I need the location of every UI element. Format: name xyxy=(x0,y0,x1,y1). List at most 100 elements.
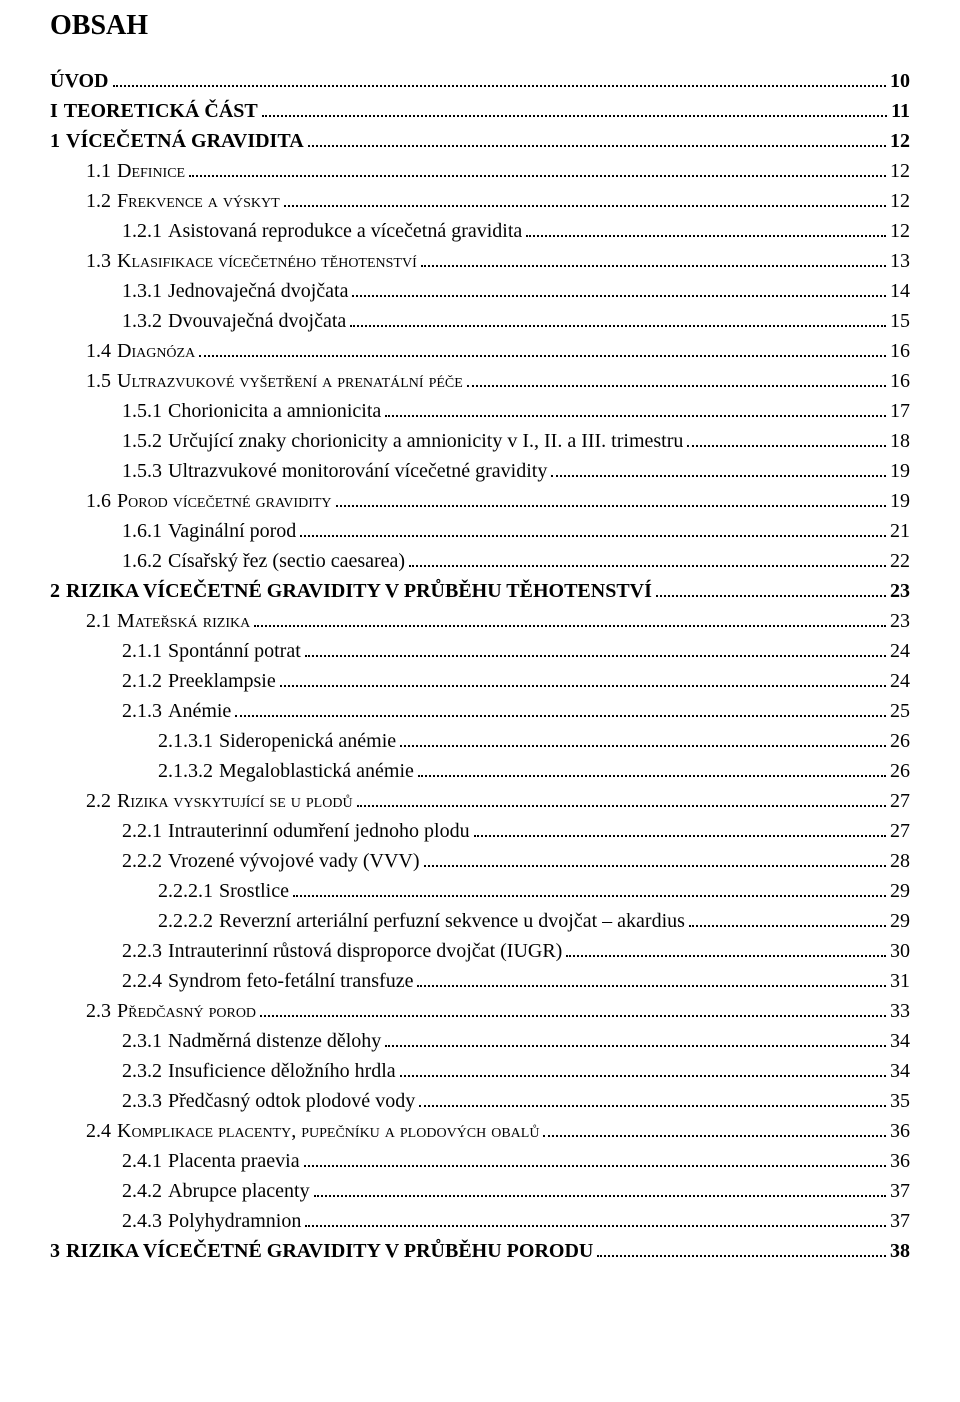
toc-entry-label: Anémie xyxy=(168,696,231,726)
toc-entry-label: Klasifikace vícečetného těhotenství xyxy=(117,246,417,276)
toc-entry-page: 12 xyxy=(890,186,910,216)
toc-entry-label: Mateřská rizika xyxy=(117,606,250,636)
toc-entry-page: 28 xyxy=(890,846,910,876)
toc-leader-dots xyxy=(417,967,886,987)
toc-entry: 1.5.1Chorionicita a amnionicita 17 xyxy=(50,396,910,426)
toc-leader-dots xyxy=(385,1027,886,1047)
toc-entry-number: 3 xyxy=(50,1236,66,1266)
toc-entry: 2.3Předčasný porod33 xyxy=(50,996,910,1026)
toc-entry-page: 30 xyxy=(890,936,910,966)
toc-entry-number: 1.5 xyxy=(86,366,117,396)
toc-entry-label: Předčasný odtok plodové vody xyxy=(168,1086,415,1116)
toc-entry-number: 2.2.3 xyxy=(122,936,168,966)
toc-entry-page: 33 xyxy=(890,996,910,1026)
toc-entry-page: 26 xyxy=(890,726,910,756)
toc-entry-page: 27 xyxy=(890,816,910,846)
toc-entry-number: 2.3.1 xyxy=(122,1026,168,1056)
toc-entry: ITEORETICKÁ ČÁST11 xyxy=(50,96,910,126)
toc-entry-label: ÚVOD xyxy=(50,66,109,96)
toc-entry-page: 24 xyxy=(890,666,910,696)
toc-entry: 2.1.3.1Sideropenická anémie26 xyxy=(50,726,910,756)
toc-leader-dots xyxy=(280,667,886,687)
toc-entry: 1.5.3Ultrazvukové monitorování vícečetné… xyxy=(50,456,910,486)
toc-entry-number: 2.1.1 xyxy=(122,636,168,666)
toc-entry-number: 1.2.1 xyxy=(122,216,168,246)
toc-entry: 2.1.2Preeklampsie24 xyxy=(50,666,910,696)
toc-entry-number: 1.5.3 xyxy=(122,456,168,486)
toc-entry: 1.6.1Vaginální porod21 xyxy=(50,516,910,546)
toc-entry-label: VÍCEČETNÁ GRAVIDITA xyxy=(66,126,304,156)
toc-entry: 1.2.1Asistovaná reprodukce a vícečetná g… xyxy=(50,216,910,246)
toc-entry-page: 26 xyxy=(890,756,910,786)
toc-entry-number: 2.1.3 xyxy=(122,696,168,726)
toc-entry-page: 13 xyxy=(890,246,910,276)
toc-entry-page: 17 xyxy=(890,396,910,426)
toc-entry-number: 1.5.2 xyxy=(122,426,168,456)
toc-entry-page: 29 xyxy=(890,876,910,906)
toc-entry-label: Nadměrná distenze dělohy xyxy=(168,1026,381,1056)
toc-entry-label: Definice xyxy=(117,156,185,186)
toc-leader-dots xyxy=(474,817,886,837)
toc-entry-number: 2.1.2 xyxy=(122,666,168,696)
toc-entry-label: Chorionicita a amnionicita xyxy=(168,396,381,426)
toc-entry-number: 2.1.3.1 xyxy=(158,726,219,756)
toc-leader-dots xyxy=(357,787,886,807)
toc-leader-dots xyxy=(254,607,886,627)
toc-entry-page: 36 xyxy=(890,1116,910,1146)
toc-leader-dots xyxy=(293,877,886,897)
toc-entry-label: Insuficience děložního hrdla xyxy=(168,1056,396,1086)
toc-leader-dots xyxy=(284,187,886,207)
toc-entry-number: 1.2 xyxy=(86,186,117,216)
toc-entry-page: 14 xyxy=(890,276,910,306)
toc-entry-number: 2.2.2 xyxy=(122,846,168,876)
toc-entry-number: 2.1.3.2 xyxy=(158,756,219,786)
toc-entry-label: Frekvence a výskyt xyxy=(117,186,280,216)
toc-entry-page: 15 xyxy=(890,306,910,336)
toc-leader-dots xyxy=(260,997,886,1017)
toc-entry: 2.4Komplikace placenty, pupečníku a plod… xyxy=(50,1116,910,1146)
toc-entry-label: Ultrazvukové vyšetření a prenatální péče xyxy=(117,366,463,396)
toc-entry: 2.1.3Anémie25 xyxy=(50,696,910,726)
toc-leader-dots xyxy=(308,127,886,147)
toc-entry: 3RIZIKA VÍCEČETNÉ GRAVIDITY V PRŮBĚHU PO… xyxy=(50,1236,910,1266)
toc-entry-number: 2.2.4 xyxy=(122,966,168,996)
toc-entry-page: 37 xyxy=(890,1176,910,1206)
toc-entry-number: 1.4 xyxy=(86,336,117,366)
toc-entry-label: Určující znaky chorionicity a amnionicit… xyxy=(168,426,683,456)
toc-leader-dots xyxy=(304,1147,886,1167)
toc-entry-label: Ultrazvukové monitorování vícečetné grav… xyxy=(168,456,547,486)
toc-entry-number: 2.4.2 xyxy=(122,1176,168,1206)
toc-entry-label: Abrupce placenty xyxy=(168,1176,310,1206)
toc-leader-dots xyxy=(305,1207,886,1227)
toc-leader-dots xyxy=(467,367,886,387)
toc-entry-label: Jednovaječná dvojčata xyxy=(168,276,348,306)
toc-entry: 1.3.2Dvouvaječná dvojčata15 xyxy=(50,306,910,336)
toc-entry: 1.2Frekvence a výskyt 12 xyxy=(50,186,910,216)
toc-entry-number: 1.5.1 xyxy=(122,396,168,426)
toc-entry-label: Vaginální porod xyxy=(168,516,296,546)
toc-leader-dots xyxy=(300,517,886,537)
toc-entry: 1.1Definice12 xyxy=(50,156,910,186)
toc-leader-dots xyxy=(418,757,886,777)
toc-entry-page: 34 xyxy=(890,1056,910,1086)
toc-entry: 1.6Porod vícečetné gravidity19 xyxy=(50,486,910,516)
toc-entry: 2.2.3Intrauterinní růstová disproporce d… xyxy=(50,936,910,966)
toc-entry-page: 18 xyxy=(890,426,910,456)
toc-entry: 1.3.1Jednovaječná dvojčata14 xyxy=(50,276,910,306)
page-title: OBSAH xyxy=(50,10,910,42)
toc-entry-label: Porod vícečetné gravidity xyxy=(117,486,332,516)
toc-entry-page: 38 xyxy=(890,1236,910,1266)
toc-leader-dots xyxy=(409,547,886,567)
toc-entry-page: 12 xyxy=(890,216,910,246)
toc-entry: 1VÍCEČETNÁ GRAVIDITA12 xyxy=(50,126,910,156)
toc-entry-page: 10 xyxy=(890,66,910,96)
toc-entry-label: Vrozené vývojové vady (VVV) xyxy=(168,846,420,876)
toc-entry-label: RIZIKA VÍCEČETNÉ GRAVIDITY V PRŮBĚHU POR… xyxy=(66,1236,593,1266)
toc-entry: 2.3.2Insuficience děložního hrdla 34 xyxy=(50,1056,910,1086)
toc-leader-dots xyxy=(350,307,886,327)
toc-entry-number: 2.3.2 xyxy=(122,1056,168,1086)
toc-entry-number: 2.4 xyxy=(86,1116,117,1146)
toc-entry: 2.1Mateřská rizika23 xyxy=(50,606,910,636)
toc-leader-dots xyxy=(385,397,886,417)
toc-entry-number: 2.3.3 xyxy=(122,1086,168,1116)
